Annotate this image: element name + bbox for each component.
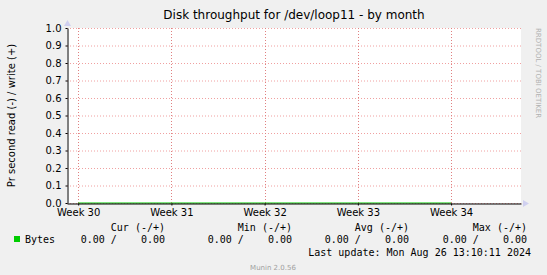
y-axis: 0.0 0.1 0.2 0.3 0.4 0.5 0.6 0.7 0.8 0.9 1.0: [46, 23, 68, 209]
legend-swatch: [14, 236, 20, 242]
x-tick-label: Week 31: [150, 207, 193, 218]
y-grid-line: [67, 151, 521, 152]
y-tick-mark: [66, 98, 68, 99]
y-tick: 0.7: [46, 75, 68, 86]
y-tick-mark: [66, 63, 68, 64]
y-tick-mark: [66, 168, 68, 169]
y-grid-line: [67, 63, 521, 64]
y-tick: 0.3: [46, 145, 68, 156]
last-update: Last update: Mon Aug 26 13:10:11 2024: [308, 247, 531, 258]
y-grid-line: [67, 46, 521, 47]
x-tick: Week 33: [337, 204, 380, 218]
y-grid-line: [67, 133, 521, 134]
grid: [67, 28, 521, 204]
y-tick-mark: [66, 151, 68, 152]
x-axis-line: [68, 204, 522, 205]
series-line: [78, 203, 451, 204]
y-grid-line: [67, 203, 521, 204]
y-tick-mark: [66, 186, 68, 187]
y-tick-label: 0.5: [46, 110, 62, 121]
x-tick-label: Week 32: [243, 207, 286, 218]
legend: Cur (-/+) Min (-/+) Avg (-/+) Max (-/+) Byte…: [14, 222, 527, 245]
y-tick-label: 0.9: [46, 40, 62, 51]
y-tick-mark: [66, 28, 68, 29]
y-axis-title: Pr second read (-) / write (+): [6, 44, 17, 187]
y-grid-line: [67, 168, 521, 169]
y-arrow: [64, 20, 71, 26]
x-grid-line: [78, 28, 79, 203]
x-tick-mark: [78, 204, 79, 206]
y-grid-line: [67, 116, 521, 117]
footer: Munin 2.0.56: [250, 264, 296, 272]
legend-stat: 0.00 / 0.00: [208, 234, 292, 245]
x-grid-line: [171, 28, 172, 203]
y-tick-label: 1.0: [46, 23, 62, 34]
plot-area: [67, 28, 521, 203]
y-tick-mark: [66, 116, 68, 117]
y-tick: 0.0: [46, 198, 68, 209]
y-tick-label: 0.7: [46, 75, 62, 86]
legend-stat: 0.00 / 0.00: [81, 234, 165, 245]
x-grid-line: [265, 28, 266, 203]
y-tick-mark: [66, 203, 68, 204]
series-group: [78, 203, 451, 204]
legend-column-header: Cur (-/+): [111, 222, 165, 233]
x-tick-mark: [265, 204, 266, 206]
legend-stat: 0.00 / 0.00: [443, 234, 527, 245]
background: [0, 0, 547, 275]
y-tick: 0.8: [46, 58, 68, 69]
x-tick: Week 34: [430, 204, 473, 218]
y-grid-line: [67, 98, 521, 99]
legend-column-header: Max (-/+): [473, 222, 527, 233]
legend-column-header: Min (-/+): [238, 222, 292, 233]
y-tick: 0.2: [46, 163, 68, 174]
y-tick: 0.6: [46, 93, 68, 104]
chart: Week 30Week 31Week 32Week 33Week 340.00.…: [0, 0, 547, 275]
legend-label: Bytes: [25, 234, 55, 245]
y-grid-line: [67, 81, 521, 82]
legend-column-header: Avg (-/+): [355, 222, 409, 233]
y-tick-mark: [66, 46, 68, 47]
x-grid-line: [451, 28, 452, 203]
x-arrow: [523, 200, 529, 207]
y-tick-label: 0.3: [46, 145, 62, 156]
y-tick-mark: [66, 81, 68, 82]
y-tick-label: 0.6: [46, 93, 62, 104]
x-axis: Week 30 Week 31 Week 32 Week 33 Week 34: [57, 204, 521, 218]
y-tick-label: 0.8: [46, 58, 62, 69]
y-tick: 0.4: [46, 128, 68, 139]
x-tick-mark: [171, 204, 172, 206]
x-tick-mark: [451, 204, 452, 206]
x-tick-label: Week 30: [57, 207, 100, 218]
x-tick: Week 30: [57, 204, 100, 218]
x-tick-label: Week 33: [337, 207, 380, 218]
legend-stat: 0.00 / 0.00: [325, 234, 409, 245]
y-tick: 0.1: [46, 180, 68, 191]
y-tick: 0.5: [46, 110, 68, 121]
y-tick-label: 0.4: [46, 128, 62, 139]
y-tick-mark: [66, 133, 68, 134]
y-tick-label: 0.0: [46, 198, 62, 209]
x-tick: Week 31: [150, 204, 193, 218]
x-grid-line: [358, 28, 359, 203]
y-tick: 0.9: [46, 40, 68, 51]
y-tick-label: 0.2: [46, 163, 62, 174]
y-tick: 1.0: [46, 23, 68, 34]
y-grid-line: [67, 28, 521, 29]
y-grid-line: [67, 186, 521, 187]
watermark: RRDTOOL / TOBI OETIKER: [534, 28, 542, 118]
x-tick: Week 32: [243, 204, 286, 218]
x-tick-mark: [358, 204, 359, 206]
title: Disk throughput for /dev/loop11 - by mon…: [163, 8, 424, 22]
x-tick-label: Week 34: [430, 207, 473, 218]
y-axis-line: [68, 29, 69, 204]
y-tick-label: 0.1: [46, 180, 62, 191]
